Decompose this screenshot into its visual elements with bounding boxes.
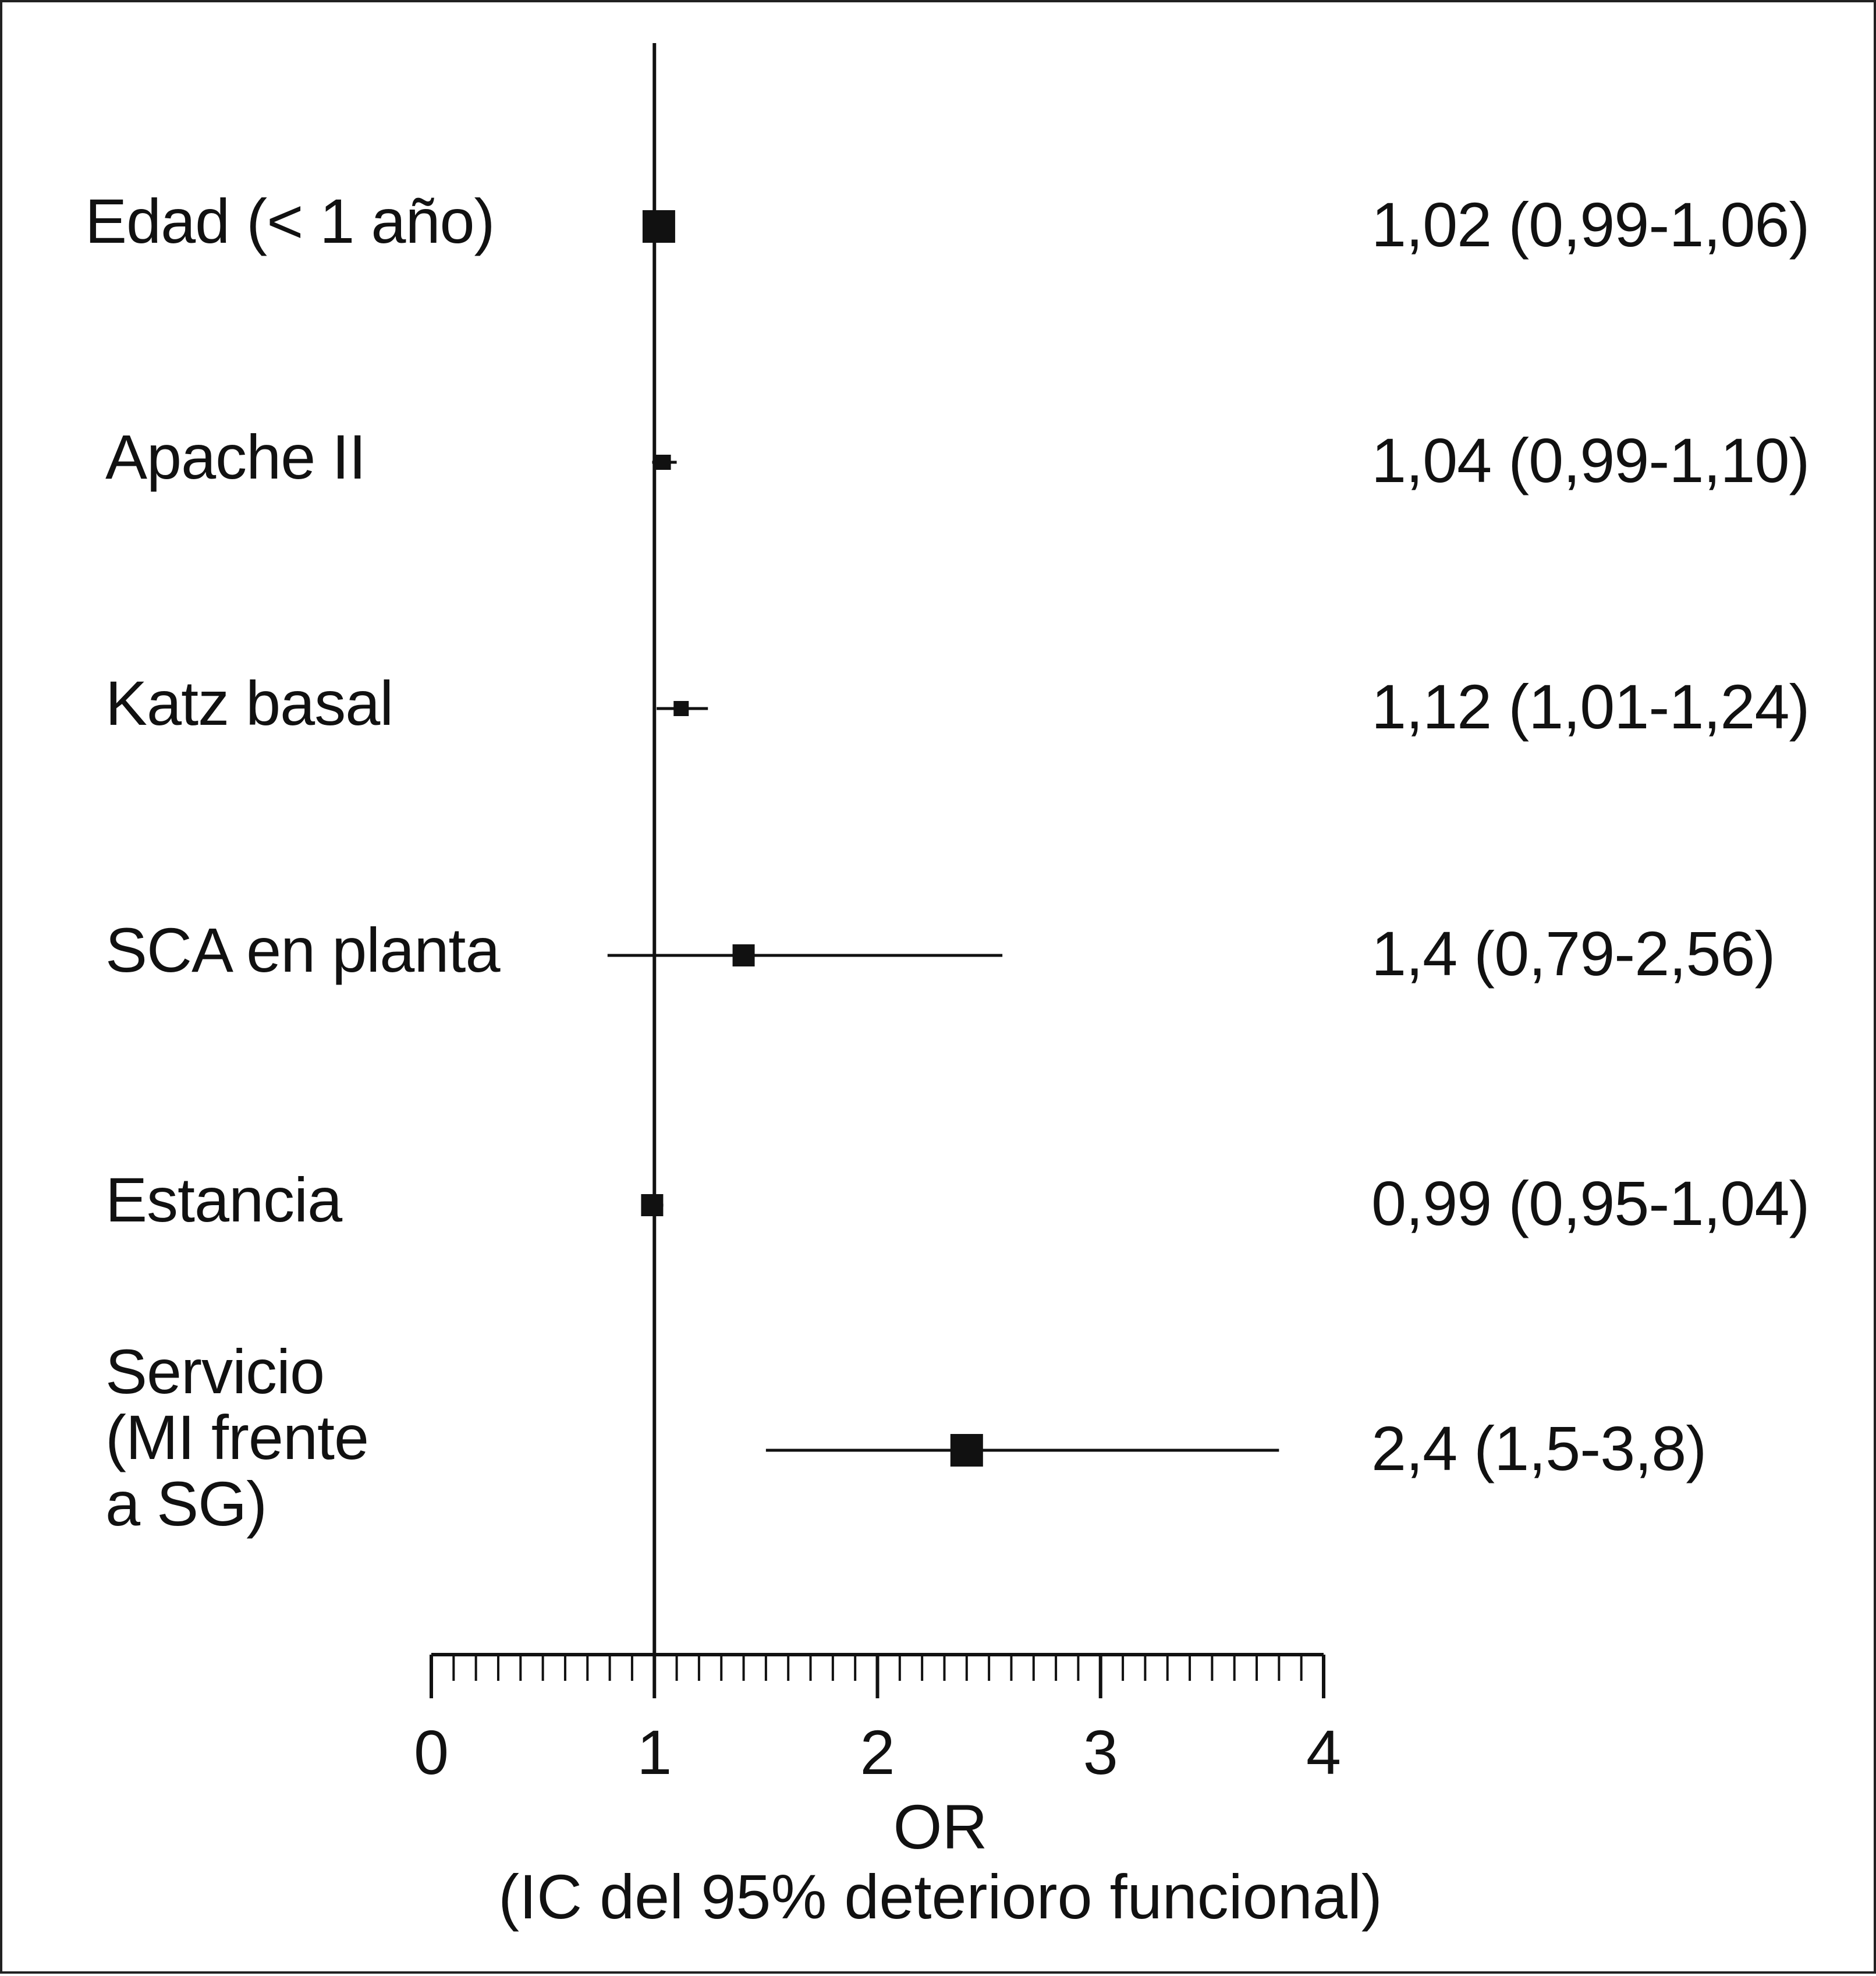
x-axis-title: OR (893, 1791, 988, 1862)
row-label: Katz basal (105, 668, 393, 738)
or-ci-text: 1,02 (0,99-1,06) (1371, 189, 1810, 260)
point-estimate-marker (642, 210, 675, 243)
or-ci-text: 0,99 (0,95-1,04) (1371, 1168, 1810, 1238)
or-ci-text: 2,4 (1,5-3,8) (1371, 1413, 1707, 1483)
x-tick-label: 3 (1083, 1717, 1118, 1787)
or-ci-text: 1,12 (1,01-1,24) (1371, 671, 1810, 742)
x-tick-label: 2 (860, 1717, 895, 1787)
or-ci-text: 1,04 (0,99-1,10) (1371, 425, 1810, 495)
x-tick-label: 1 (637, 1717, 672, 1787)
row-label: Estancia (105, 1164, 342, 1235)
row-label: SCA en planta (105, 915, 501, 985)
x-tick-label: 4 (1306, 1717, 1341, 1787)
row-label: Apache II (105, 422, 366, 492)
row-label: Servicio (MI frente a SG) (105, 1336, 369, 1539)
point-estimate-marker (673, 701, 689, 716)
row-label: Edad (< 1 año) (85, 186, 495, 256)
x-tick-label: 0 (414, 1717, 449, 1787)
point-estimate-marker (641, 1194, 664, 1216)
point-estimate-marker (655, 455, 671, 470)
x-axis-subtitle: (IC del 95% deterioro funcional) (498, 1861, 1382, 1932)
point-estimate-marker (732, 944, 755, 966)
or-ci-text: 1,4 (0,79-2,56) (1371, 918, 1775, 989)
point-estimate-marker (950, 1434, 983, 1467)
